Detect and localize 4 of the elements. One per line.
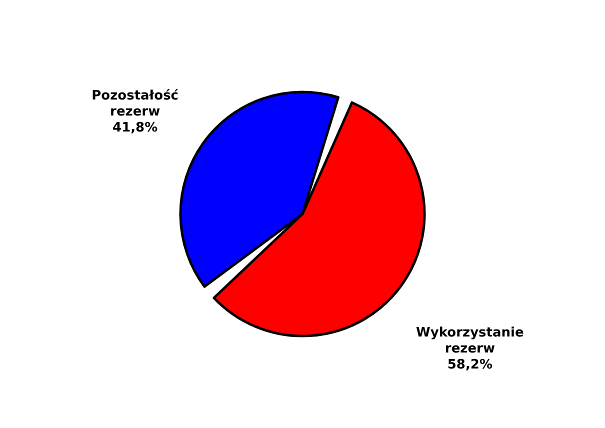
data-label: 58,2%: [447, 357, 492, 372]
slice-label: Wykorzystanie rezerw: [416, 325, 524, 356]
data-label: 41,8%: [112, 120, 158, 136]
slice-label: Pozostałość rezerw: [92, 88, 179, 120]
